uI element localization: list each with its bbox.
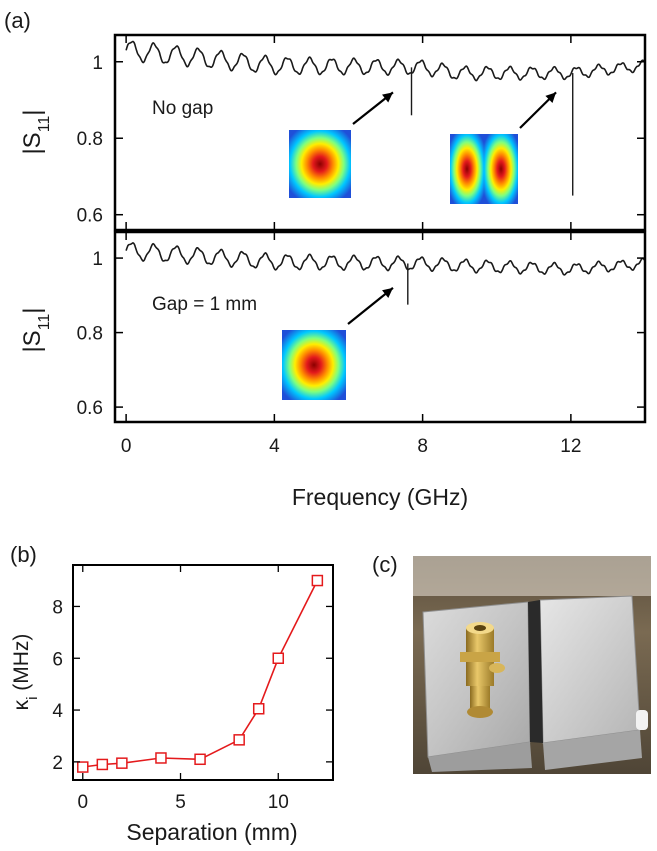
mode-inset-lobe-1 — [450, 134, 484, 204]
ytick-label: 0.8 — [77, 129, 103, 150]
connector-nut — [460, 652, 500, 662]
ytick-label: 1 — [92, 53, 103, 74]
left-block-side — [428, 742, 532, 772]
photo-wall — [413, 556, 651, 596]
gap — [528, 600, 543, 743]
s11-trace — [125, 242, 645, 276]
b-xtick-label: 5 — [175, 792, 186, 813]
b-ytick-label: 2 — [52, 753, 63, 774]
ytick-label: 0.6 — [77, 206, 103, 227]
annotation-gap: Gap = 1 mm — [152, 294, 257, 315]
connector-flange — [470, 686, 490, 708]
xtick-label: 12 — [560, 436, 581, 457]
connector-screw — [489, 663, 505, 673]
kappa-line — [82, 580, 319, 768]
kappa-point — [77, 761, 89, 773]
panel-b-ylabel: κi (MHz) — [10, 634, 41, 711]
kappa-point — [155, 752, 167, 764]
mode-inset-1 — [282, 330, 346, 400]
kappa-point — [96, 758, 109, 771]
connector-hole — [474, 625, 486, 631]
panel-b-xlabel: Separation (mm) — [126, 819, 297, 845]
arrow-head — [382, 287, 393, 299]
right-block-top — [539, 595, 641, 744]
kappa-point — [272, 652, 285, 665]
ytick-label: 0.6 — [77, 398, 103, 419]
panel-b: 2 4 6 8 0 5 10 κi (MHz) Separation (mm) — [10, 564, 334, 845]
kappa-point — [194, 753, 206, 766]
xtick-label: 4 — [269, 436, 280, 457]
xtick-label: 8 — [417, 436, 428, 457]
ytick-label: 1 — [92, 249, 103, 270]
kappa-point — [252, 703, 265, 715]
kappa-point — [233, 734, 245, 746]
kappa-point — [311, 574, 324, 587]
cavity-photo — [413, 556, 651, 774]
sma-connector — [460, 622, 505, 718]
panel-a-xlabel: Frequency (GHz) — [292, 484, 468, 510]
b-xtick-label: 0 — [77, 792, 88, 813]
panel-label-a: (a) — [4, 8, 31, 33]
kappa-point — [116, 757, 128, 769]
panel-a-top: 0.6 0.8 1 |S11| No gap — [19, 33, 647, 232]
b-ytick-label: 4 — [52, 701, 63, 722]
right-block-side — [543, 730, 642, 770]
b-ytick-label: 8 — [52, 597, 63, 618]
mode-inset-1 — [289, 130, 351, 198]
mode-inset-lobe-2 — [484, 134, 518, 204]
panel-label-c: (c) — [372, 552, 398, 577]
panel-a-top-frame — [113, 33, 647, 232]
panel-a-top-ylabel: |S11| — [19, 109, 53, 154]
annotation-no-gap: No gap — [152, 98, 213, 119]
panel-b-frame — [72, 564, 334, 781]
panel-a-bottom-ylabel: |S11| — [19, 307, 53, 352]
ytick-label: 0.8 — [77, 324, 103, 345]
panel-a-bottom-frame — [113, 230, 647, 424]
s11-trace — [125, 40, 645, 82]
arrow-head — [382, 92, 393, 103]
b-xtick-label: 10 — [268, 792, 289, 813]
panel-label-b: (b) — [10, 542, 37, 567]
connector-base — [467, 706, 493, 718]
b-ytick-label: 6 — [52, 649, 63, 670]
panel-a-bottom: 0.6 0.8 1 0 4 8 12 |S11| Gap = 1 mm Frequency… — [19, 230, 647, 510]
nylon-screw — [636, 710, 648, 730]
arrow-head — [545, 92, 557, 103]
xtick-label: 0 — [121, 436, 132, 457]
